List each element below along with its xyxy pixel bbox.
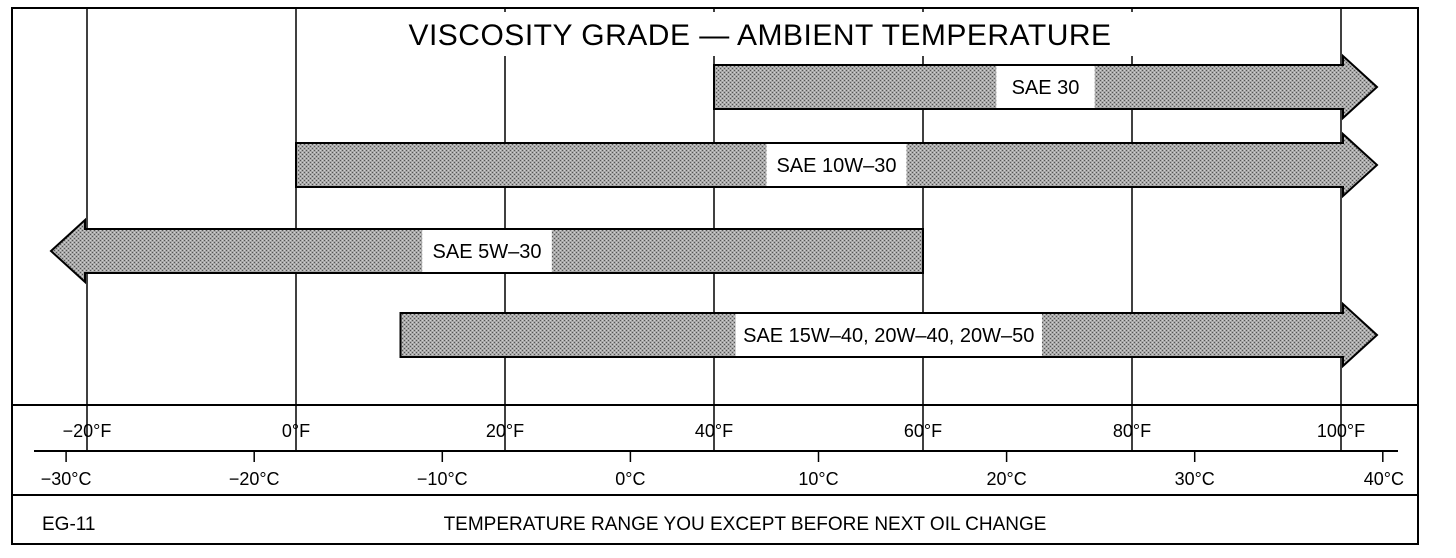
f-tick-label-5: 80°F bbox=[1113, 421, 1151, 441]
bar-label-box-1 bbox=[766, 144, 907, 186]
c-tick-label-6: 30°C bbox=[1175, 469, 1215, 489]
f-tick-label-4: 60°F bbox=[904, 421, 942, 441]
c-tick-label-4: 10°C bbox=[798, 469, 838, 489]
f-tick-label-6: 100°F bbox=[1317, 421, 1365, 441]
c-tick-label-5: 20°C bbox=[986, 469, 1026, 489]
chart-title: VISCOSITY GRADE — AMBIENT TEMPERATURE bbox=[408, 19, 1111, 52]
bar-0: SAE 30 bbox=[713, 53, 1379, 121]
bar-label-box-0 bbox=[996, 66, 1095, 108]
c-tick-label-2: −10°C bbox=[417, 469, 468, 489]
f-tick-label-2: 20°F bbox=[486, 421, 524, 441]
bar-label-0: SAE 30 bbox=[1012, 77, 1080, 99]
c-tick-label-7: 40°C bbox=[1364, 469, 1404, 489]
title-background bbox=[388, 12, 1136, 56]
bar-2: SAE 5W–30 bbox=[49, 217, 924, 285]
footer-caption: TEMPERATURE RANGE YOU EXCEPT BEFORE NEXT… bbox=[444, 514, 1047, 535]
f-tick-label-3: 40°F bbox=[695, 421, 733, 441]
outer-frame bbox=[11, 7, 1419, 545]
footer-code: EG-11 bbox=[42, 514, 96, 535]
bar-label-2: SAE 5W–30 bbox=[433, 241, 542, 263]
bar-3: SAE 15W–40, 20W–40, 20W–50 bbox=[399, 301, 1379, 369]
f-tick-label-0: −20°F bbox=[63, 421, 112, 441]
bars: SAE 30 SAE 10W–30 SAE 5W–30 SAE 15W–40, 20W… bbox=[49, 53, 1379, 369]
c-tick-label-1: −20°C bbox=[229, 469, 280, 489]
bar-label-3: SAE 15W–40, 20W–40, 20W–50 bbox=[743, 325, 1034, 347]
bar-label-1: SAE 10W–30 bbox=[776, 155, 896, 177]
bar-1: SAE 10W–30 bbox=[295, 131, 1379, 199]
c-tick-label-0: −30°C bbox=[41, 469, 92, 489]
f-tick-label-1: 0°F bbox=[282, 421, 310, 441]
fahrenheit-axis: −20°F 0°F 20°F 40°F 60°F 80°F 100°F bbox=[63, 405, 1365, 451]
bar-label-box-3 bbox=[735, 314, 1042, 356]
bar-label-box-2 bbox=[422, 230, 552, 272]
celsius-axis: −30°C −20°C −10°C 0°C 10°C 20°C 30°C 40°C bbox=[41, 451, 1404, 489]
c-tick-label-3: 0°C bbox=[615, 469, 645, 489]
